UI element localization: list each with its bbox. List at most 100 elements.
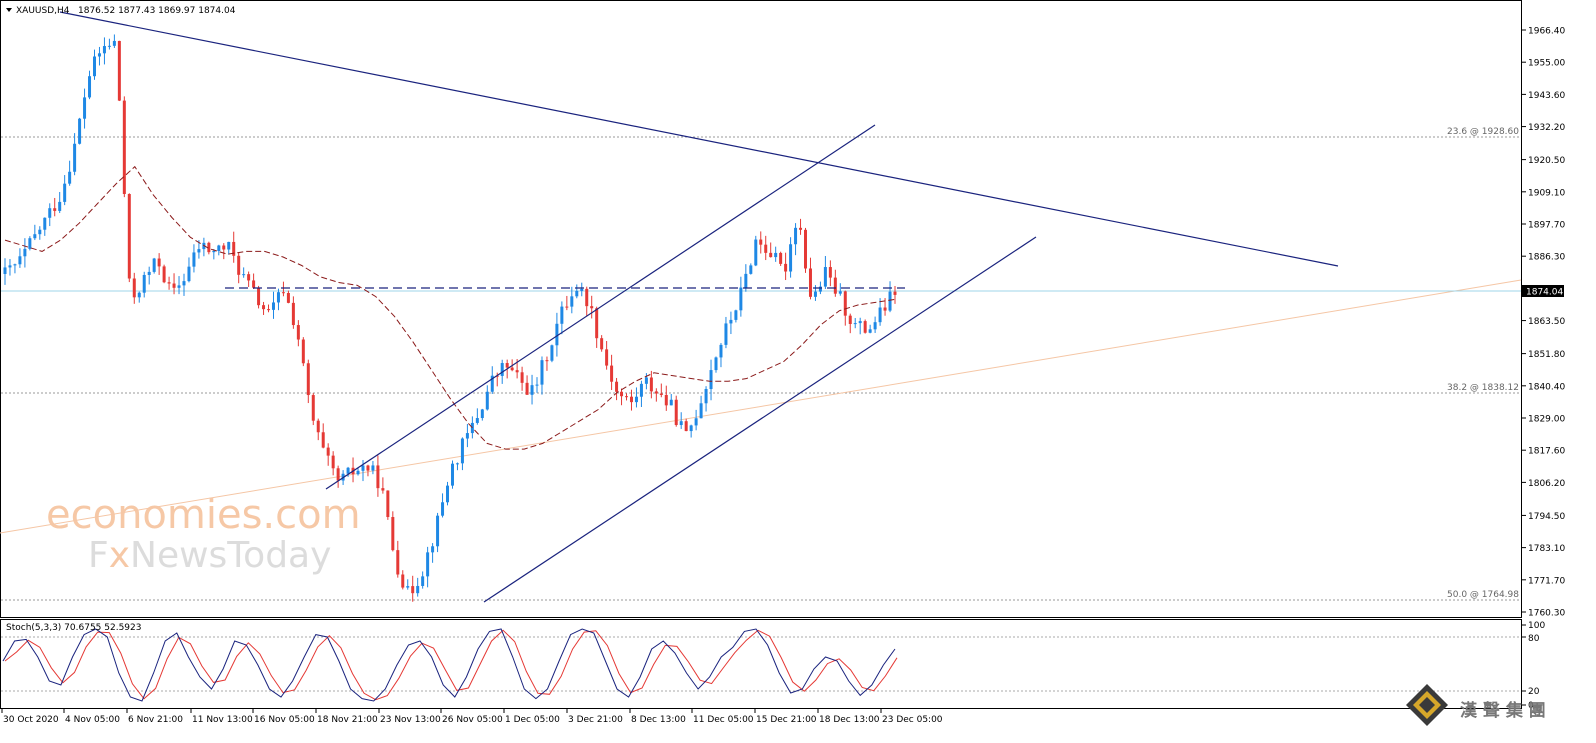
candle-body — [465, 433, 469, 439]
candle-body — [391, 517, 395, 551]
candle-body — [401, 574, 405, 588]
candle-body — [88, 76, 92, 98]
candle-body — [729, 319, 733, 324]
candle-body — [152, 258, 156, 272]
time-tick-label: 8 Dec 13:00 — [631, 715, 686, 725]
fib-levels: 23.6 @ 1928.60 38.2 @ 1838.12 50.0 @ 176… — [1, 127, 1521, 601]
candle-body — [207, 242, 211, 253]
candle-body — [699, 403, 703, 419]
resistance-trend-line[interactable] — [59, 11, 1339, 267]
price-tick-label: 1897.70 — [1528, 221, 1565, 231]
candle-body — [102, 46, 106, 54]
candle-body — [252, 280, 256, 288]
candle-body — [535, 384, 539, 386]
candle-body — [406, 586, 410, 588]
moving-average-line — [4, 165, 896, 450]
candle-body — [366, 465, 370, 471]
time-tick-label: 6 Nov 21:00 — [128, 715, 183, 725]
candle-body — [873, 322, 877, 330]
candle-body — [371, 465, 375, 471]
candle-body — [147, 271, 151, 275]
candle-body — [590, 306, 594, 309]
time-tick-label: 26 Nov 05:00 — [442, 715, 503, 725]
time-tick-label: 23 Nov 13:00 — [380, 715, 441, 725]
candle-body — [560, 306, 564, 324]
candle-body — [321, 432, 325, 448]
candle-body — [122, 100, 126, 195]
candle-body — [286, 292, 290, 303]
time-tick-label: 30 Oct 2020 — [3, 715, 59, 725]
candle-body — [739, 287, 743, 311]
candle-body — [555, 323, 559, 346]
candle-body — [326, 447, 330, 456]
candle-body — [311, 395, 315, 421]
channel-lower-line[interactable] — [483, 236, 1037, 603]
candle-body — [426, 552, 430, 577]
candle-body — [625, 396, 629, 398]
candle-body — [674, 399, 678, 426]
candle-body — [605, 349, 609, 366]
candle-body — [177, 285, 181, 288]
candle-body — [679, 421, 683, 426]
candle-body — [669, 399, 673, 406]
candle-body — [271, 302, 275, 310]
candle-body — [500, 363, 504, 376]
candle-body — [525, 382, 529, 395]
candle-body — [58, 201, 62, 211]
candle-body — [346, 467, 350, 474]
candle-body — [620, 391, 624, 397]
collapse-triangle-icon[interactable] — [6, 8, 12, 12]
candle-body — [545, 360, 549, 362]
candle-body — [510, 367, 514, 371]
stoch-main-line — [2, 628, 896, 702]
price-tick-label: 1783.10 — [1528, 544, 1565, 554]
channel-upper-line[interactable] — [325, 124, 876, 490]
candle-body — [257, 287, 261, 306]
candle-body — [43, 217, 47, 230]
candle-body — [316, 420, 320, 433]
candle-body — [654, 391, 658, 394]
candle-body — [222, 245, 226, 250]
candle-body — [749, 265, 753, 274]
candle-body — [411, 586, 415, 594]
candle-body — [431, 546, 435, 553]
candle-body — [296, 325, 300, 340]
candle-body — [848, 315, 852, 324]
time-tick-label: 23 Dec 05:00 — [882, 715, 943, 725]
candle-body — [843, 291, 847, 316]
candle-body — [615, 381, 619, 392]
candle-body — [356, 470, 360, 475]
candle-body — [610, 365, 614, 382]
candle-body — [709, 370, 713, 390]
candle-body — [112, 40, 116, 46]
brand-logo: 漢 聲 集 團 — [1406, 684, 1546, 726]
candle-body — [441, 502, 445, 516]
candle-body — [142, 274, 146, 293]
candle-body — [779, 252, 783, 264]
candle-body — [242, 274, 246, 276]
brand-text: 漢 聲 集 團 — [1460, 700, 1546, 721]
candle-body — [460, 438, 464, 464]
candle-body — [212, 250, 216, 253]
price-tick-label: 1794.50 — [1528, 512, 1565, 522]
candle-body — [301, 339, 305, 364]
orange-support-line[interactable] — [0, 279, 1522, 534]
candle-body — [421, 576, 425, 586]
price-tick-label: 1943.60 — [1528, 91, 1565, 101]
candle-body — [505, 363, 509, 368]
stoch-signal-line — [4, 629, 898, 701]
candle-body — [187, 266, 191, 282]
candle-body — [804, 229, 808, 269]
candle-body — [446, 485, 450, 503]
candle-body — [78, 118, 82, 144]
candle-body — [684, 421, 688, 432]
candle-body — [784, 263, 788, 272]
price-axis: 1966.40 1955.00 1943.60 1932.20 1920.50 1909.… — [1522, 27, 1565, 619]
candle-body — [570, 296, 574, 307]
svg-text:FxNewsToday: FxNewsToday — [88, 535, 331, 576]
candle-body — [764, 244, 768, 253]
candle-body — [162, 266, 166, 283]
price-tick-label: 1840.40 — [1528, 382, 1565, 392]
stoch-tick-20: 20 — [1528, 687, 1540, 697]
candle-body — [893, 291, 897, 295]
